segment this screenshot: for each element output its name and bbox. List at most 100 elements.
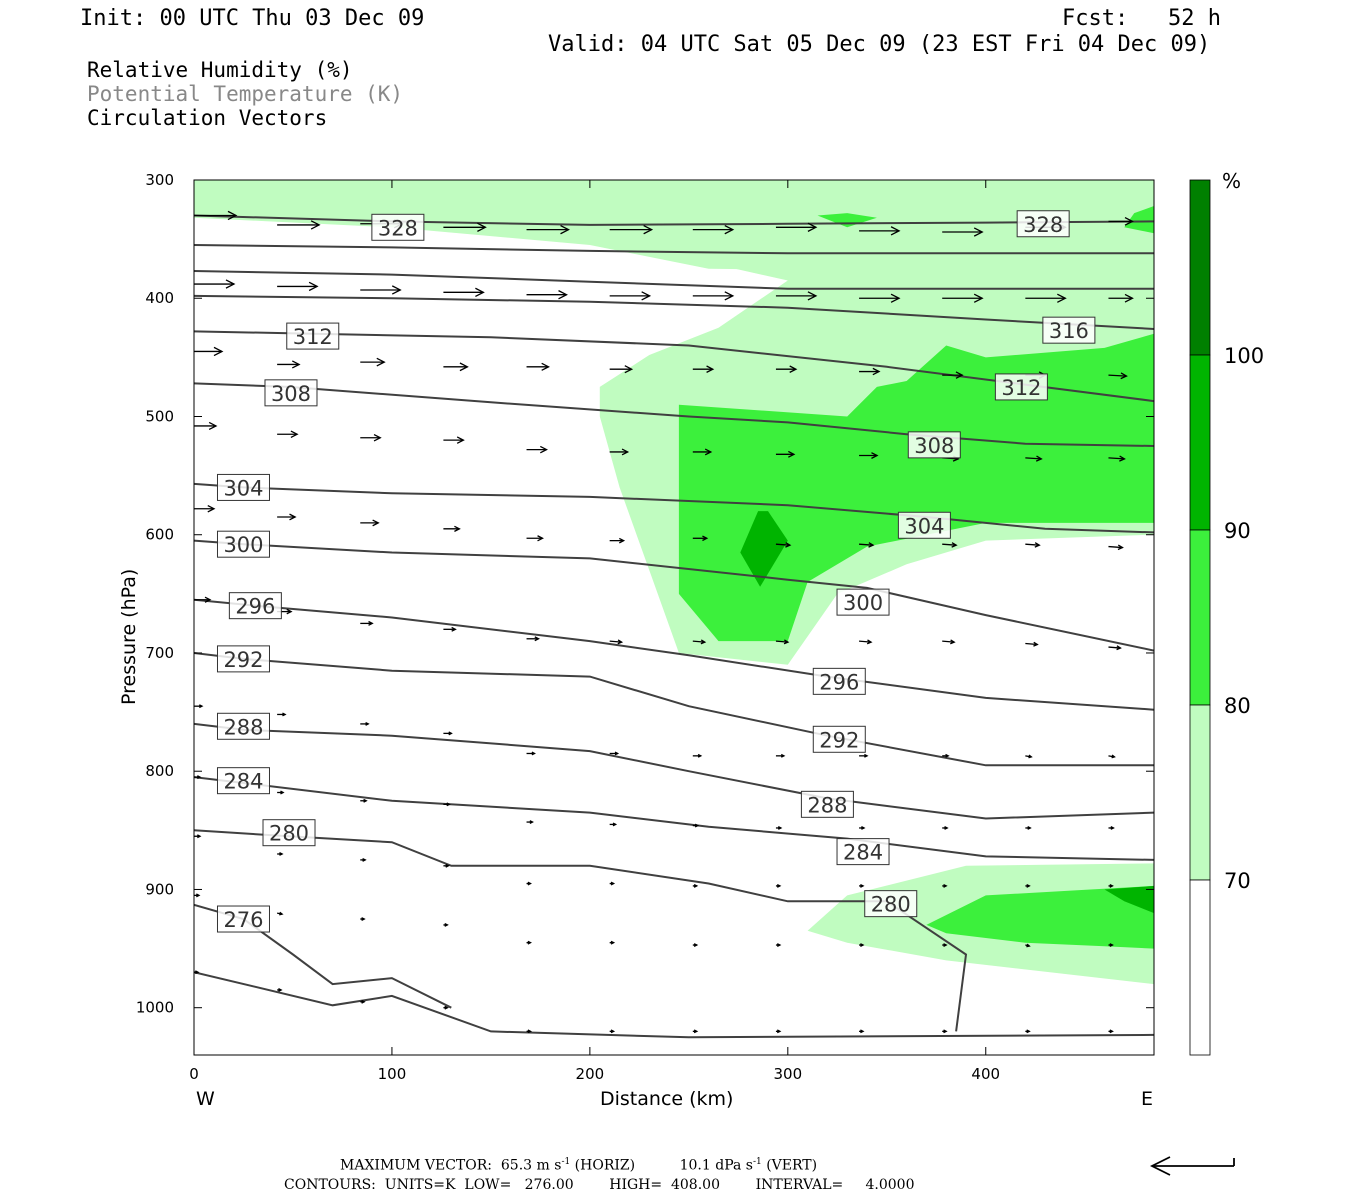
max-vert-exp: -1 (752, 1157, 762, 1167)
theta-label-308: 308 (914, 434, 954, 458)
reference-vector-icon (1149, 1156, 1235, 1176)
circulation-vector (526, 636, 540, 642)
circulation-vector (443, 1005, 449, 1010)
theta-contour-292 (194, 652, 1154, 767)
circulation-vector (194, 704, 204, 709)
circulation-vector (194, 346, 224, 357)
circulation-vector (942, 943, 948, 947)
theta-contour-320 (194, 270, 1154, 290)
circulation-vector (194, 834, 202, 839)
circulation-vector (194, 775, 202, 780)
circulation-vector (692, 823, 700, 828)
circulation-vector (942, 371, 964, 379)
circulation-vector (609, 639, 624, 645)
circulation-vector (609, 537, 626, 544)
theta-label-box-300 (836, 588, 890, 616)
circulation-vector (775, 450, 796, 458)
theta-label-box-280 (864, 890, 918, 918)
circulation-vector (692, 639, 707, 645)
circulation-vector (277, 430, 299, 438)
rh-region-90-100 (740, 511, 788, 587)
circulation-vector (1025, 293, 1067, 303)
circulation-vector (692, 1029, 699, 1034)
circulation-vector (859, 1029, 865, 1034)
colorbar-seg-80-90 (1189, 529, 1211, 706)
circulation-vector (942, 293, 984, 303)
circulation-vector (194, 893, 201, 898)
theta-label-284: 284 (223, 770, 263, 794)
colorbar-level-label: 80 (1224, 694, 1251, 718)
circulation-vector (443, 436, 465, 444)
x-east-label: E (1141, 1088, 1153, 1110)
theta-label-296: 296 (819, 670, 859, 694)
circulation-vector (942, 826, 949, 830)
circulation-vector (1108, 455, 1126, 462)
circulation-vector (443, 731, 453, 736)
circulation-vector (194, 970, 200, 975)
rh-region-90-100 (1104, 885, 1154, 914)
theta-label-box-312 (286, 322, 340, 350)
circulation-vector (277, 712, 287, 717)
circulation-vector (360, 999, 366, 1004)
theta-label-box-296 (228, 592, 282, 620)
circulation-vector (443, 287, 485, 297)
circulation-vector (526, 290, 568, 300)
circulation-vector (526, 940, 532, 945)
circulation-vector (775, 222, 818, 232)
circulation-vector (194, 210, 238, 221)
circulation-vector (1025, 1029, 1031, 1034)
init-time: Init: 00 UTC Thu 03 Dec 09 (80, 6, 425, 31)
circulation-vector (1025, 542, 1041, 548)
circulation-vector (859, 883, 865, 888)
circulation-vector (277, 360, 301, 369)
circulation-vector (443, 922, 449, 927)
circulation-vector (1025, 943, 1031, 948)
circulation-vector (1025, 754, 1033, 759)
theta-label-296: 296 (235, 595, 275, 619)
circulation-vector (609, 224, 654, 235)
theta-label-box-280 (262, 819, 316, 847)
circulation-vector (775, 883, 782, 888)
theta-label-box-284 (836, 838, 890, 866)
circulation-vector (526, 820, 534, 825)
circulation-vector (526, 881, 532, 886)
theta-label-box-328 (1016, 210, 1070, 238)
circulation-vector (692, 753, 703, 758)
theta-contour-272 (194, 971, 1154, 1039)
circulation-vector (692, 291, 735, 301)
circulation-vector (609, 1029, 616, 1034)
circulation-vector (1108, 293, 1134, 303)
circulation-vector (859, 367, 881, 376)
circulation-vector (360, 285, 402, 295)
theta-contour-308 (194, 382, 1154, 447)
circulation-vector (526, 535, 544, 542)
circulation-vector (1108, 754, 1116, 759)
circulation-vector (1108, 943, 1114, 947)
max-vector-label: MAXIMUM VECTOR: (340, 1157, 492, 1174)
y-tick-label: 800 (145, 762, 174, 780)
theta-label-box-292 (812, 725, 866, 753)
circulation-vector (775, 753, 786, 758)
theta-contour-288 (194, 722, 1154, 820)
circulation-vector (692, 448, 713, 456)
max-horiz-exp: -1 (561, 1157, 571, 1167)
theta-label-box-308 (264, 379, 318, 407)
circulation-vector (194, 504, 216, 513)
circulation-vector (775, 826, 783, 830)
x-tick-label: 400 (971, 1065, 1000, 1083)
field-theta-label: Potential Temperature (K) (87, 82, 404, 106)
circulation-vector (1025, 641, 1039, 647)
circulation-vector (277, 988, 283, 992)
max-vert-value: 10.1 dPa s (679, 1157, 753, 1174)
circulation-vector (859, 943, 865, 947)
circulation-vector (859, 226, 901, 236)
theta-label-312: 312 (293, 325, 333, 349)
theta-label-box-276 (216, 905, 270, 933)
circulation-vector (859, 826, 866, 830)
circulation-vector (526, 362, 550, 371)
theta-label-292: 292 (223, 648, 263, 672)
contours-info-line: CONTOURS: UNITS=K LOW= 276.00 HIGH= 408.… (284, 1177, 915, 1193)
circulation-vector (443, 626, 457, 632)
circulation-vector (942, 227, 984, 237)
